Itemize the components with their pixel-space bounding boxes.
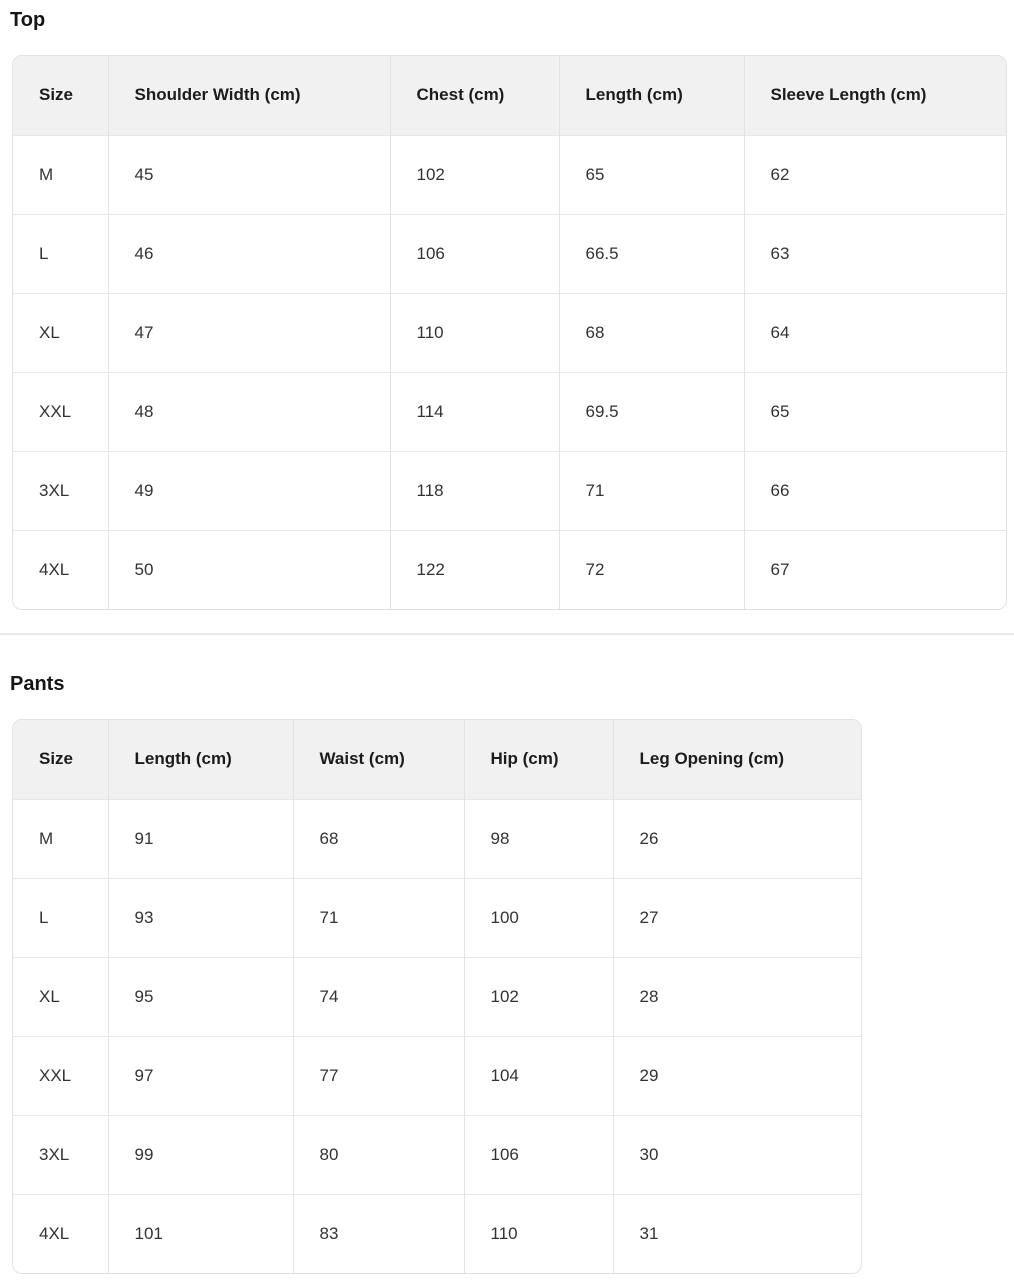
measurement-cell: 93 [107,877,293,957]
measurement-cell: 106 [463,1114,613,1194]
size-cell: M [13,134,108,214]
column-header: Length (cm) [558,56,744,135]
size-cell: XL [13,956,108,1036]
measurement-cell: 28 [612,956,861,1036]
size-cell: XL [13,292,108,372]
top-section-title: Top [10,9,46,31]
measurement-cell: 26 [612,798,861,878]
table-row: 4XL 50 122 72 67 [13,529,1006,609]
pants-size-table-container: Size Length (cm) Waist (cm) Hip (cm) Leg Ope… [12,719,862,1274]
table-row: M 91 68 98 26 [13,798,861,878]
measurement-cell: 102 [463,956,613,1036]
measurement-cell: 47 [107,292,390,372]
header-row: Size Shoulder Width (cm) Chest (cm) Length … [13,56,1006,135]
column-header: Length (cm) [107,720,293,799]
measurement-cell: 98 [463,798,613,878]
size-cell: M [13,798,108,878]
column-header: Hip (cm) [463,720,613,799]
measurement-cell: 77 [292,1035,464,1115]
measurement-cell: 68 [292,798,464,878]
column-header: Sleeve Length (cm) [743,56,1006,135]
header-row: Size Length (cm) Waist (cm) Hip (cm) Leg Ope… [13,720,861,799]
size-cell: 4XL [13,1193,108,1273]
table-row: M 45 102 65 62 [13,134,1006,214]
measurement-cell: 65 [743,371,1006,451]
measurement-cell: 102 [389,134,559,214]
section-divider [0,633,1014,635]
table-row: XXL 48 114 69.5 65 [13,371,1006,451]
measurement-cell: 71 [558,450,744,530]
measurement-cell: 104 [463,1035,613,1115]
measurement-cell: 66 [743,450,1006,530]
measurement-cell: 106 [389,213,559,293]
measurement-cell: 65 [558,134,744,214]
measurement-cell: 27 [612,877,861,957]
measurement-cell: 30 [612,1114,861,1194]
measurement-cell: 97 [107,1035,293,1115]
column-header: Leg Opening (cm) [612,720,861,799]
measurement-cell: 66.5 [558,213,744,293]
measurement-cell: 118 [389,450,559,530]
measurement-cell: 80 [292,1114,464,1194]
measurement-cell: 50 [107,529,390,609]
table-row: XL 95 74 102 28 [13,956,861,1036]
table-row: 3XL 99 80 106 30 [13,1114,861,1194]
size-cell: L [13,213,108,293]
measurement-cell: 63 [743,213,1006,293]
measurement-cell: 46 [107,213,390,293]
top-section: Top Size Shoulder Width (cm) Chest (cm) Len… [0,6,1014,610]
table-row: 3XL 49 118 71 66 [13,450,1006,530]
measurement-cell: 71 [292,877,464,957]
measurement-cell: 110 [389,292,559,372]
measurement-cell: 69.5 [558,371,744,451]
table-row: 4XL 101 83 110 31 [13,1193,861,1273]
size-cell: 4XL [13,529,108,609]
table-row: L 93 71 100 27 [13,877,861,957]
top-size-table: Size Shoulder Width (cm) Chest (cm) Length … [13,56,1006,609]
measurement-cell: 31 [612,1193,861,1273]
measurement-cell: 49 [107,450,390,530]
table-row: XXL 97 77 104 29 [13,1035,861,1115]
measurement-cell: 45 [107,134,390,214]
measurement-cell: 74 [292,956,464,1036]
top-size-table-container: Size Shoulder Width (cm) Chest (cm) Length … [12,55,1007,610]
measurement-cell: 114 [389,371,559,451]
measurement-cell: 72 [558,529,744,609]
column-header: Waist (cm) [292,720,464,799]
measurement-cell: 62 [743,134,1006,214]
table-row: XL 47 110 68 64 [13,292,1006,372]
measurement-cell: 99 [107,1114,293,1194]
measurement-cell: 68 [558,292,744,372]
column-header: Size [13,720,108,799]
measurement-cell: 64 [743,292,1006,372]
measurement-cell: 101 [107,1193,293,1273]
table-row: L 46 106 66.5 63 [13,213,1006,293]
measurement-cell: 91 [107,798,293,878]
measurement-cell: 83 [292,1193,464,1273]
measurement-cell: 100 [463,877,613,957]
pants-size-table: Size Length (cm) Waist (cm) Hip (cm) Leg Ope… [13,720,861,1273]
measurement-cell: 48 [107,371,390,451]
measurement-cell: 110 [463,1193,613,1273]
measurement-cell: 95 [107,956,293,1036]
pants-section-title: Pants [10,673,65,695]
measurement-cell: 122 [389,529,559,609]
measurement-cell: 67 [743,529,1006,609]
size-cell: 3XL [13,1114,108,1194]
size-cell: 3XL [13,450,108,530]
column-header: Chest (cm) [389,56,559,135]
pants-section: Pants Size Length (cm) Waist (cm) Hip (cm) L… [0,670,1014,1274]
column-header: Shoulder Width (cm) [107,56,390,135]
measurement-cell: 29 [612,1035,861,1115]
size-chart-page: Top Size Shoulder Width (cm) Chest (cm) Len… [0,6,1014,1274]
size-cell: L [13,877,108,957]
column-header: Size [13,56,108,135]
size-cell: XXL [13,371,108,451]
size-cell: XXL [13,1035,108,1115]
